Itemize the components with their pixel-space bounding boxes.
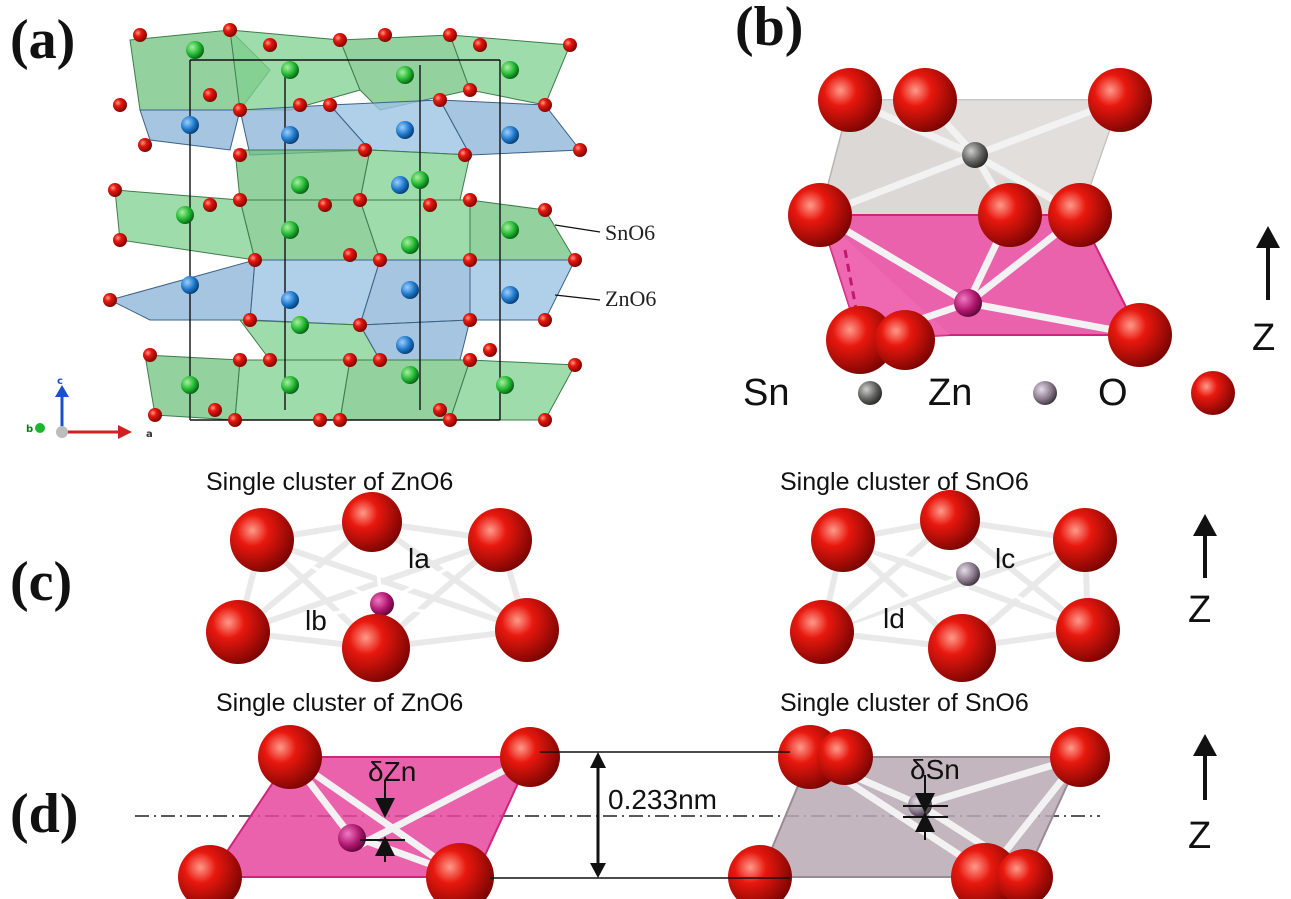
z-axis-c: Z — [1188, 514, 1217, 631]
legend-o-label: O — [1098, 372, 1128, 414]
crystal-axes-indicator: c b a — [26, 376, 153, 440]
panel-b-label: (b) — [735, 0, 803, 58]
sno6-annotation: SnO6 — [605, 220, 655, 245]
axis-c-label: c — [57, 376, 63, 387]
z-axis-d: Z — [1188, 734, 1217, 857]
up-arrow-icon — [1193, 734, 1217, 756]
panel-c-label: (c) — [10, 551, 72, 613]
crystal-structure — [103, 23, 587, 427]
panel-b: (b) — [735, 0, 1280, 415]
z-axis-label-c: Z — [1188, 589, 1211, 631]
bond-lc-label: lc — [995, 543, 1015, 574]
zn-center-atom-d — [338, 824, 366, 852]
legend-sn-label: Sn — [743, 372, 789, 414]
sn-atoms — [176, 41, 519, 394]
zn-center-atom — [954, 289, 982, 317]
sno6-cluster-d: δSn — [728, 725, 1110, 899]
up-arrow-icon — [1193, 514, 1217, 536]
delta-zn-label: δZn — [368, 756, 416, 787]
octahedra-layer-middle — [108, 149, 576, 361]
bond-ld-label: ld — [883, 603, 905, 634]
oxygen-atoms-b — [788, 68, 1172, 374]
sn-center-atom — [962, 142, 988, 168]
atom-legend: Sn Zn O — [743, 371, 1235, 415]
bond-lb-label: lb — [305, 605, 327, 636]
sno6-cluster-title-d: Single cluster of SnO6 — [780, 689, 1029, 717]
z-axis-b: Z — [1252, 226, 1280, 359]
legend-zn-label: Zn — [928, 372, 972, 414]
sn-atom-icon — [858, 381, 882, 405]
panel-a-label: (a) — [10, 9, 75, 71]
oxygen-atoms — [103, 23, 587, 427]
layer-distance-label: 0.233nm — [608, 784, 717, 815]
zno6-cluster-d: δZn — [178, 725, 560, 899]
zno6-cluster-c: la lb — [206, 492, 559, 682]
oxygen-atom-icon — [1191, 371, 1235, 415]
zno6-annotation: ZnO6 — [605, 286, 656, 311]
layer-distance-marker: 0.233nm — [490, 751, 790, 879]
z-axis-label-d: Z — [1188, 815, 1211, 857]
sno6-cluster-title-c: Single cluster of SnO6 — [780, 468, 1029, 496]
sno6-cluster-c: lc ld — [790, 490, 1120, 682]
panel-c: (c) Single cluster of ZnO6 Single cluste… — [10, 468, 1217, 682]
panel-d-label: (d) — [10, 783, 78, 845]
zno6-cluster-title-d: Single cluster of ZnO6 — [216, 689, 463, 717]
z-axis-label-b: Z — [1252, 317, 1275, 359]
zno6-cluster-title-c: Single cluster of ZnO6 — [206, 468, 453, 496]
double-octahedron — [788, 68, 1172, 374]
zn-atom-icon — [1033, 381, 1057, 405]
panel-d: (d) Single cluster of ZnO6 Single cluste… — [10, 689, 1217, 899]
delta-sn-label: δSn — [910, 754, 960, 785]
axis-b-label: b — [26, 424, 33, 435]
bond-la-label: la — [408, 543, 430, 574]
sn-center-atom-c — [956, 562, 980, 586]
zn-center-atom-c — [370, 592, 394, 616]
panel-a: (a) — [10, 9, 656, 440]
zn-atoms — [181, 116, 519, 354]
up-arrow-icon — [1256, 226, 1280, 248]
axis-a-label: a — [146, 429, 153, 440]
